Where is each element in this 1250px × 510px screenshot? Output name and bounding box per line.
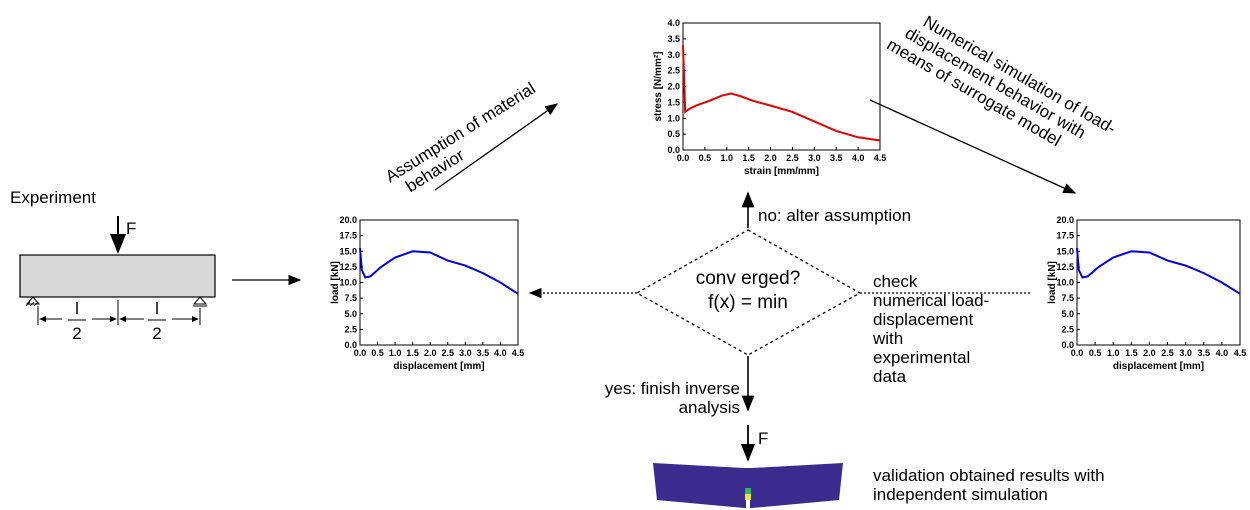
y-tick-label: 1.5 (667, 97, 680, 107)
x-tick-label: 3.5 (830, 153, 843, 163)
x-tick-label: 0.5 (371, 348, 384, 358)
y-tick-label: 7.5 (1061, 293, 1074, 303)
decision-text: conv erged? (696, 268, 801, 289)
validation-text: independent simulation (873, 485, 1048, 504)
y-tick-label: 2.5 (1061, 324, 1074, 334)
y-axis-label: load [kN] (330, 261, 341, 304)
experiment-beam (20, 216, 215, 325)
x-tick-label: 1.0 (1107, 348, 1120, 358)
y-tick-label: 12.5 (1056, 262, 1074, 272)
x-axis-label: strain [mm/mm] (744, 166, 819, 177)
x-tick-label: 3.5 (477, 348, 490, 358)
x-tick-label: 4.5 (512, 348, 525, 358)
y-tick-label: 2.5 (344, 324, 357, 334)
plot-frame (360, 220, 518, 345)
check-text: numerical load- (873, 291, 989, 310)
y-tick-label: 2.0 (667, 82, 680, 92)
yes-branch: yes: finish inverse (605, 379, 740, 398)
y-tick-label: 12.5 (339, 262, 357, 272)
x-tick-label: 4.0 (494, 348, 507, 358)
plot-frame (683, 23, 880, 150)
x-tick-label: 0.5 (1089, 348, 1102, 358)
y-axis-label: stress [N/mm²] (653, 51, 664, 121)
y-tick-label: 5.0 (1061, 309, 1074, 319)
validation-force: F (758, 429, 768, 448)
x-tick-label: 3.0 (1179, 348, 1192, 358)
x-tick-label: 2.0 (764, 153, 777, 163)
x-tick-label: 4.0 (1216, 348, 1229, 358)
validation-beam (653, 463, 843, 508)
data-line (683, 45, 880, 140)
span-numerator: l (155, 299, 159, 318)
data-line (1077, 248, 1240, 294)
x-tick-label: 0.5 (699, 153, 712, 163)
y-tick-label: 15.0 (1056, 246, 1074, 256)
x-tick-label: 4.5 (1234, 348, 1247, 358)
check-text: check (873, 272, 918, 291)
y-tick-label: 1.0 (667, 113, 680, 123)
y-tick-label: 20.0 (1056, 215, 1074, 225)
y-tick-label: 10.0 (1056, 278, 1074, 288)
x-tick-label: 1.0 (389, 348, 402, 358)
simulation-group: Numerical simulation of load-displacemen… (884, 2, 1120, 171)
y-tick-label: 0.5 (667, 129, 680, 139)
simulation-text: displacement behavior with (902, 23, 1089, 142)
y-tick-label: 0.0 (344, 340, 357, 350)
y-tick-label: 17.5 (339, 231, 357, 241)
y-tick-label: 10.0 (339, 278, 357, 288)
y-tick-label: 3.0 (667, 50, 680, 60)
plot-frame (1077, 220, 1240, 345)
span-denominator: 2 (72, 324, 81, 343)
check-text: experimental (873, 348, 970, 367)
x-tick-label: 2.5 (1161, 348, 1174, 358)
y-tick-label: 0.0 (667, 145, 680, 155)
x-tick-label: 3.5 (1198, 348, 1211, 358)
check-text: data (873, 367, 907, 386)
y-tick-label: 20.0 (339, 215, 357, 225)
check-text: with (872, 329, 903, 348)
x-tick-label: 1.5 (406, 348, 419, 358)
x-tick-label: 4.5 (874, 153, 887, 163)
x-tick-label: 2.0 (1143, 348, 1156, 358)
x-axis-label: displacement [mm] (393, 361, 484, 372)
x-tick-label: 3.0 (808, 153, 821, 163)
y-tick-label: 7.5 (344, 293, 357, 303)
decision-text: f(x) = min (708, 292, 788, 313)
validation-text: validation obtained results with (873, 466, 1105, 485)
x-tick-label: 2.5 (442, 348, 455, 358)
y-tick-label: 3.5 (667, 34, 680, 44)
y-tick-label: 2.5 (667, 66, 680, 76)
x-tick-label: 1.0 (721, 153, 734, 163)
x-tick-label: 3.0 (459, 348, 472, 358)
x-tick-label: 1.5 (1125, 348, 1138, 358)
x-tick-label: 4.0 (852, 153, 865, 163)
y-tick-label: 5.0 (344, 309, 357, 319)
assumption-text: Assumption of material (382, 79, 539, 187)
experiment-title: Experiment (10, 188, 96, 207)
data-line (360, 248, 518, 294)
y-tick-label: 4.0 (667, 18, 680, 28)
y-axis-label: load [kN] (1047, 261, 1058, 304)
y-tick-label: 0.0 (1061, 340, 1074, 350)
x-axis-label: displacement [mm] (1113, 361, 1204, 372)
x-tick-label: 2.5 (786, 153, 799, 163)
diagram: Experiment F l 2 l 2 F no: alter assumpt… (0, 0, 1250, 510)
x-tick-label: 1.5 (742, 153, 755, 163)
force-label: F (126, 219, 136, 238)
yes-branch: analysis (679, 398, 740, 417)
span-denominator: 2 (152, 324, 161, 343)
y-tick-label: 17.5 (1056, 231, 1074, 241)
x-tick-label: 2.0 (424, 348, 437, 358)
no-branch: no: alter assumption (758, 206, 911, 225)
y-tick-label: 15.0 (339, 246, 357, 256)
check-text: displacement (873, 310, 973, 329)
span-numerator: l (75, 299, 79, 318)
